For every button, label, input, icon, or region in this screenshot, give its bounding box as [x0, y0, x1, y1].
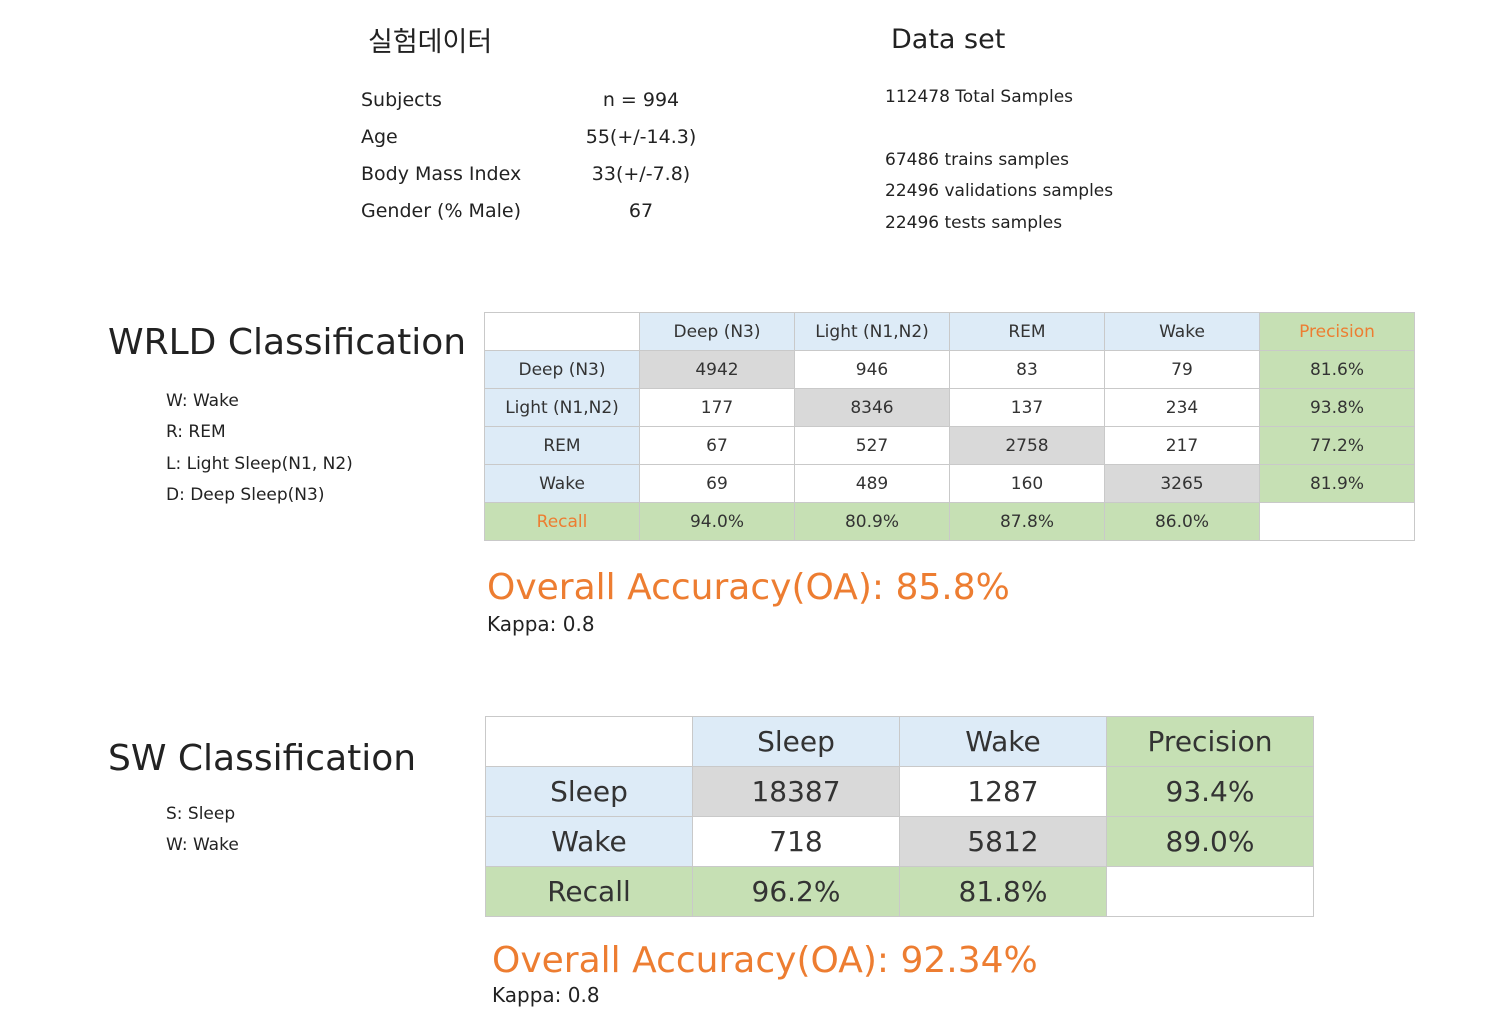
wrld-confusion-matrix: Deep (N3) Light (N1,N2) REM Wake Precisi… [484, 312, 1415, 541]
sw-title: SW Classification [108, 738, 417, 779]
wrld-title: WRLD Classification [108, 322, 467, 363]
wrld-kappa: Kappa: 0.8 [487, 612, 595, 636]
column-header: REM [949, 312, 1105, 351]
sw-legend-item: W: Wake [166, 835, 239, 855]
column-header: Deep (N3) [639, 312, 795, 351]
matrix-cell: 217 [1104, 426, 1260, 465]
table-row: Light (N1,N2) 177 8346 137 234 93.8% [484, 388, 1415, 427]
wrld-legend-item: W: Wake [166, 391, 239, 411]
row-header: Deep (N3) [484, 350, 640, 389]
stat-label: Gender (% Male) [361, 200, 521, 222]
matrix-cell-diagonal: 2758 [949, 426, 1105, 465]
matrix-cell-diagonal: 5812 [899, 816, 1107, 867]
recall-cell: 94.0% [639, 502, 795, 541]
stat-row-bmi: Body Mass Index 33(+/-7.8) [361, 163, 721, 193]
precision-cell: 93.4% [1106, 766, 1314, 817]
matrix-cell-diagonal: 3265 [1104, 464, 1260, 503]
sw-confusion-matrix: Sleep Wake Precision Sleep 18387 1287 93… [485, 716, 1314, 917]
corner-cell [485, 716, 693, 767]
wrld-legend-item: R: REM [166, 422, 226, 442]
corner-cell [484, 312, 640, 351]
matrix-cell: 946 [794, 350, 950, 389]
stat-value: n = 994 [602, 89, 680, 111]
stat-row-subjects: Subjects n = 994 [361, 89, 721, 119]
table-header-row: Deep (N3) Light (N1,N2) REM Wake Precisi… [484, 312, 1415, 351]
precision-header: Precision [1106, 716, 1314, 767]
matrix-cell-diagonal: 4942 [639, 350, 795, 389]
column-header: Wake [899, 716, 1107, 767]
dataset-test: 22496 tests samples [885, 213, 1063, 233]
precision-cell: 89.0% [1106, 816, 1314, 867]
recall-header: Recall [485, 866, 693, 917]
row-header: Sleep [485, 766, 693, 817]
matrix-cell-diagonal: 8346 [794, 388, 950, 427]
precision-cell: 77.2% [1259, 426, 1415, 465]
recall-cell: 80.9% [794, 502, 950, 541]
stat-label: Subjects [361, 89, 442, 111]
row-header: Light (N1,N2) [484, 388, 640, 427]
recall-cell: 81.8% [899, 866, 1107, 917]
table-row: Sleep 18387 1287 93.4% [485, 766, 1314, 817]
table-row: REM 67 527 2758 217 77.2% [484, 426, 1415, 465]
stat-value: 55(+/-14.3) [585, 126, 697, 148]
recall-cell: 96.2% [692, 866, 900, 917]
empty-cell [1106, 866, 1314, 917]
matrix-cell: 234 [1104, 388, 1260, 427]
precision-cell: 93.8% [1259, 388, 1415, 427]
stat-row-age: Age 55(+/-14.3) [361, 126, 721, 156]
matrix-cell-diagonal: 18387 [692, 766, 900, 817]
experiment-title: 실험데이터 [368, 27, 493, 58]
row-header: REM [484, 426, 640, 465]
column-header: Wake [1104, 312, 1260, 351]
row-header: Wake [484, 464, 640, 503]
column-header: Light (N1,N2) [794, 312, 950, 351]
empty-cell [1259, 502, 1415, 541]
matrix-cell: 177 [639, 388, 795, 427]
matrix-cell: 69 [639, 464, 795, 503]
wrld-legend-item: D: Deep Sleep(N3) [166, 485, 325, 505]
row-header: Wake [485, 816, 693, 867]
table-row: Deep (N3) 4942 946 83 79 81.6% [484, 350, 1415, 389]
sw-legend-item: S: Sleep [166, 804, 236, 824]
dataset-total: 112478 Total Samples [885, 87, 1074, 107]
matrix-cell: 137 [949, 388, 1105, 427]
precision-cell: 81.6% [1259, 350, 1415, 389]
recall-cell: 86.0% [1104, 502, 1260, 541]
stat-value: 67 [628, 200, 654, 222]
recall-cell: 87.8% [949, 502, 1105, 541]
stat-row-gender: Gender (% Male) 67 [361, 200, 721, 230]
wrld-legend-item: L: Light Sleep(N1, N2) [166, 454, 353, 474]
precision-header: Precision [1259, 312, 1415, 351]
matrix-cell: 67 [639, 426, 795, 465]
sw-kappa: Kappa: 0.8 [492, 983, 600, 1007]
stat-label: Body Mass Index [361, 163, 522, 185]
dataset-validation: 22496 validations samples [885, 181, 1114, 201]
recall-row: Recall 94.0% 80.9% 87.8% 86.0% [484, 502, 1415, 541]
matrix-cell: 83 [949, 350, 1105, 389]
stat-label: Age [361, 126, 398, 148]
recall-header: Recall [484, 502, 640, 541]
dataset-title: Data set [891, 24, 1006, 55]
matrix-cell: 160 [949, 464, 1105, 503]
sw-overall-accuracy: Overall Accuracy(OA): 92.34% [492, 940, 1038, 981]
dataset-train: 67486 trains samples [885, 150, 1069, 170]
stat-value: 33(+/-7.8) [591, 163, 691, 185]
matrix-cell: 527 [794, 426, 950, 465]
matrix-cell: 1287 [899, 766, 1107, 817]
recall-row: Recall 96.2% 81.8% [485, 866, 1314, 917]
matrix-cell: 79 [1104, 350, 1260, 389]
wrld-overall-accuracy: Overall Accuracy(OA): 85.8% [487, 567, 1010, 608]
column-header: Sleep [692, 716, 900, 767]
table-row: Wake 718 5812 89.0% [485, 816, 1314, 867]
table-header-row: Sleep Wake Precision [485, 716, 1314, 767]
precision-cell: 81.9% [1259, 464, 1415, 503]
matrix-cell: 718 [692, 816, 900, 867]
table-row: Wake 69 489 160 3265 81.9% [484, 464, 1415, 503]
matrix-cell: 489 [794, 464, 950, 503]
